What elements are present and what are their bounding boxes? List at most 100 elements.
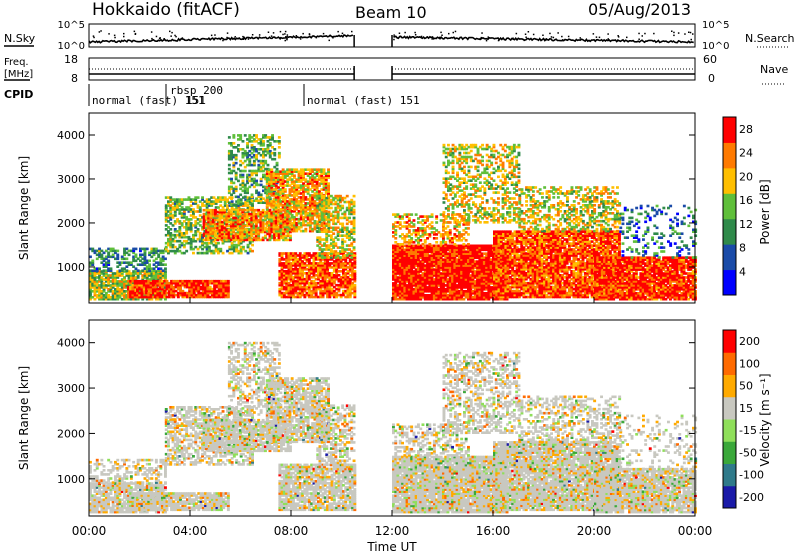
power-cell bbox=[167, 283, 171, 287]
power-cell bbox=[311, 210, 315, 213]
power-cell bbox=[336, 210, 340, 214]
power-cell bbox=[237, 195, 240, 199]
power-cell bbox=[348, 264, 352, 267]
power-cell bbox=[280, 266, 284, 269]
power-cell bbox=[169, 232, 173, 235]
power-cell bbox=[295, 186, 299, 189]
power-cell bbox=[176, 200, 179, 203]
power-cell bbox=[272, 176, 276, 179]
power-cell bbox=[145, 265, 149, 268]
power-cell bbox=[322, 213, 326, 217]
power-cell bbox=[299, 213, 303, 217]
power-cell bbox=[336, 194, 340, 198]
nsearch-dot bbox=[158, 37, 161, 40]
power-cell bbox=[91, 263, 95, 266]
power-cell bbox=[335, 283, 339, 287]
power-cell bbox=[401, 266, 404, 269]
power-cell bbox=[308, 219, 312, 223]
power-cell bbox=[190, 285, 194, 289]
power-cell bbox=[123, 267, 126, 270]
power-cell bbox=[326, 272, 329, 275]
power-cell bbox=[204, 234, 208, 238]
power-cell bbox=[324, 186, 328, 189]
power-cell bbox=[205, 206, 209, 209]
power-cell bbox=[236, 222, 240, 226]
power-cell bbox=[107, 274, 111, 277]
power-cell bbox=[214, 226, 217, 230]
power-cell bbox=[178, 232, 182, 235]
power-cell bbox=[248, 169, 252, 173]
power-cell bbox=[255, 153, 258, 157]
power-cell bbox=[448, 292, 452, 295]
power-cell bbox=[230, 218, 234, 221]
power-cell bbox=[451, 268, 454, 271]
power-cell bbox=[234, 157, 238, 161]
power-cell bbox=[421, 292, 425, 295]
power-cell bbox=[327, 244, 331, 247]
power-cell bbox=[232, 161, 236, 165]
power-cell bbox=[243, 185, 247, 189]
power-cell bbox=[174, 285, 178, 289]
power-cell bbox=[93, 249, 97, 253]
power-cell bbox=[156, 287, 160, 291]
power-cell bbox=[403, 297, 407, 301]
power-cell bbox=[318, 196, 322, 200]
power-cell bbox=[330, 293, 334, 297]
power-cell bbox=[125, 286, 129, 289]
power-cell bbox=[252, 159, 256, 163]
power-cell bbox=[346, 287, 350, 291]
power-cell bbox=[264, 218, 267, 222]
power-cell bbox=[221, 251, 225, 255]
power-cell bbox=[279, 180, 283, 183]
power-cell bbox=[194, 220, 198, 223]
power-cell bbox=[417, 244, 420, 248]
power-cell bbox=[442, 294, 445, 297]
power-cell bbox=[312, 274, 316, 277]
power-cell bbox=[169, 245, 173, 249]
power-cell bbox=[125, 247, 129, 251]
power-cell bbox=[259, 230, 263, 234]
power-cell bbox=[188, 289, 192, 293]
power-cell bbox=[421, 296, 425, 299]
power-cell bbox=[321, 272, 325, 275]
power-cell bbox=[341, 234, 345, 237]
power-cell bbox=[339, 256, 342, 259]
power-cell bbox=[289, 287, 293, 291]
power-cell bbox=[272, 194, 276, 197]
power-cell bbox=[334, 214, 338, 218]
power-cell bbox=[93, 276, 97, 279]
power-cell bbox=[204, 295, 207, 299]
power-cell bbox=[107, 284, 111, 287]
power-cell bbox=[164, 216, 168, 219]
power-cell bbox=[332, 277, 336, 281]
power-cell bbox=[437, 270, 441, 273]
power-cell bbox=[405, 260, 409, 263]
power-cell bbox=[341, 196, 345, 200]
power-cell bbox=[326, 252, 329, 255]
power-cell bbox=[169, 214, 173, 217]
power-cell bbox=[178, 249, 182, 253]
power-cell bbox=[239, 183, 243, 187]
power-cell bbox=[173, 233, 177, 237]
power-cell bbox=[423, 266, 427, 269]
power-cell bbox=[169, 210, 173, 213]
power-cell bbox=[285, 254, 289, 257]
power-cell bbox=[394, 294, 398, 297]
power-cell bbox=[239, 138, 243, 141]
power-cell bbox=[412, 264, 416, 267]
power-cell bbox=[107, 294, 111, 297]
power-cell bbox=[432, 292, 436, 295]
power-cell bbox=[335, 264, 339, 267]
power-cell bbox=[107, 276, 111, 279]
power-cell bbox=[257, 208, 261, 212]
power-cell bbox=[129, 279, 132, 283]
power-cell bbox=[95, 290, 99, 293]
power-cell bbox=[232, 247, 236, 251]
power-cell bbox=[298, 252, 302, 255]
power-cell bbox=[134, 267, 138, 270]
power-cell bbox=[252, 185, 256, 189]
power-cell bbox=[182, 239, 186, 243]
power-cell bbox=[220, 208, 224, 212]
power-cell bbox=[329, 226, 333, 230]
power-cell bbox=[304, 227, 308, 231]
